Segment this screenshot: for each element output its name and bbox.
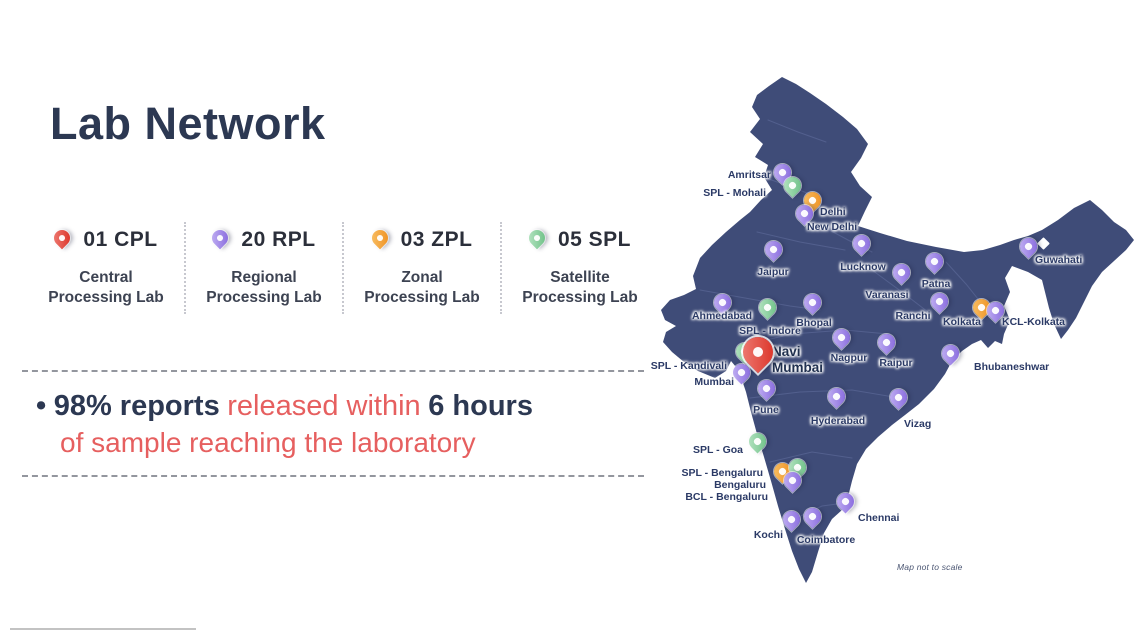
highlight-line2: of sample reaching the laboratory <box>60 427 476 458</box>
map-pin-bhubaneshwar <box>937 340 963 366</box>
map-label-mumbai: Mumbai <box>694 376 734 388</box>
map-label-bhubaneshwar: Bhubaneshwar <box>974 361 1050 373</box>
legend-count-spl: 05 SPL <box>557 228 632 251</box>
map-pin-vizag <box>885 384 911 410</box>
highlight-line1: • 98% reports released within 6 hours <box>36 387 644 425</box>
map-label-pune: Pune <box>753 404 779 416</box>
map-pin-bhopal <box>799 289 825 315</box>
map-pin-kochi <box>778 506 804 532</box>
bullet-glyph: • <box>36 390 47 422</box>
map-pin-ranchi <box>926 288 952 314</box>
map-pin-spl-goa <box>744 428 770 454</box>
map-label-nagpur: Nagpur <box>830 352 868 364</box>
map-label-spl-goa: SPL - Goa <box>693 444 743 456</box>
map-label-ranchi: Ranchi <box>895 310 931 322</box>
map-pin-chennai <box>832 488 858 514</box>
map-label-guwahati: Guwahati <box>1035 254 1083 266</box>
map-scale-note: Map not to scale <box>897 562 963 572</box>
map-pin-spl-indore <box>754 294 780 320</box>
legend-name-rpl: Regional Processing Lab <box>206 269 322 306</box>
map-label-spl-bengaluru: SPL - Bengaluru <box>681 467 763 479</box>
legend-item-spl: 05 SPL Satellite Processing Lab <box>502 222 658 314</box>
map-pin-coimbatore <box>799 503 825 529</box>
map-label-hyderabad: Hyderabad <box>810 415 866 427</box>
map-label-raipur: Raipur <box>879 357 913 369</box>
map-pin-patna <box>921 248 947 274</box>
map-label-ahmedabad: Ahmedabad <box>691 310 753 322</box>
legend-name-cpl: Central Processing Lab <box>48 269 164 306</box>
legend-name-spl: Satellite Processing Lab <box>522 269 638 306</box>
map-label-kcl-kolkata: KCL-Kolkata <box>1002 316 1066 328</box>
map-label-lucknow: Lucknow <box>840 261 886 273</box>
lab-type-legend: 01 CPL Central Processing Lab 20 RPL Region… <box>28 222 658 314</box>
map-pin-jaipur <box>760 236 786 262</box>
slide-bottom-edge-line <box>10 628 196 630</box>
map-label-patna: Patna <box>921 278 951 290</box>
highlight-bold-hours: 6 hours <box>428 390 533 422</box>
map-pin-nagpur <box>828 324 854 350</box>
highlight-strip: • 98% reports released within 6 hours of sa… <box>22 370 644 477</box>
highlight-bold-reports: 98% reports <box>53 390 220 422</box>
page-title: Lab Network <box>50 98 326 149</box>
map-label-spl-indore: SPL - Indore <box>739 325 801 337</box>
map-label-bengaluru: Bengaluru <box>714 479 766 491</box>
legend-count-cpl: 01 CPL <box>83 228 158 251</box>
map-label-vizag: Vizag <box>904 418 932 430</box>
map-pin-hyderabad <box>823 383 849 409</box>
map-label-new-delhi: New Delhi <box>807 221 858 233</box>
highlight-mid-text: released within <box>227 390 421 422</box>
map-label-coimbatore: Coimbatore <box>796 534 856 546</box>
map-label-spl-mohali: SPL - Mohali <box>703 187 766 199</box>
legend-item-rpl: 20 RPL Regional Processing Lab <box>186 222 344 314</box>
legend-count-zpl: 03 ZPL <box>400 228 473 251</box>
map-label-delhi: Delhi <box>820 206 846 218</box>
legend-item-zpl: 03 ZPL Zonal Processing Lab <box>344 222 502 314</box>
map-label-bcl-bengaluru: BCL - Bengaluru <box>685 491 768 503</box>
map-pin-pune <box>753 375 779 401</box>
legend-name-zpl: Zonal Processing Lab <box>364 269 480 306</box>
map-pin-lucknow <box>848 230 874 256</box>
map-label-kochi: Kochi <box>753 529 783 541</box>
legend-item-cpl: 01 CPL Central Processing Lab <box>28 222 186 314</box>
map-label-varanasi: Varanasi <box>865 289 909 301</box>
map-label-kolkata: Kolkata <box>943 316 981 328</box>
india-map-outline <box>661 77 1134 583</box>
map-label-jaipur: Jaipur <box>757 266 789 278</box>
map-pin-varanasi <box>888 259 914 285</box>
map-label-chennai: Chennai <box>858 512 900 524</box>
map-label-amritsar: Amritsar <box>727 169 771 181</box>
map-label-spl-kandivali: SPL - Kandivali <box>650 360 727 372</box>
map-label-bhopal: Bhopal <box>796 317 832 329</box>
map-pin-raipur <box>873 329 899 355</box>
legend-count-rpl: 20 RPL <box>241 228 316 251</box>
map-label-navi-mumbai: Navi Mumbai <box>772 344 824 375</box>
